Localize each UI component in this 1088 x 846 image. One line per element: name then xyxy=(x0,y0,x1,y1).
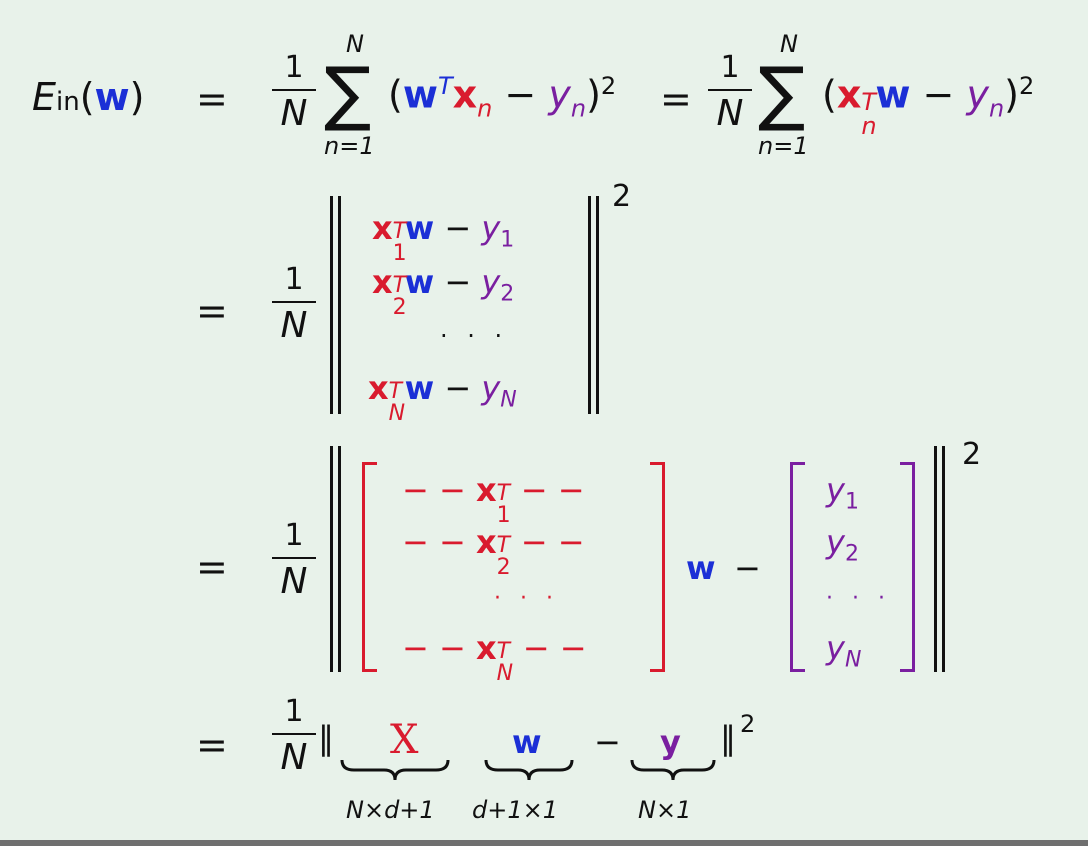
y-vector-entry-n: yN xyxy=(826,629,862,673)
y-vector-entry-2: y2 xyxy=(826,523,859,567)
norm3-bar-left-2 xyxy=(338,446,341,672)
y-vector-bracket-left xyxy=(790,462,805,672)
norm-bar-left-2 xyxy=(338,196,341,414)
norm-squared-4: 2 xyxy=(740,710,756,738)
sum-upper-limit: N xyxy=(346,30,364,58)
norm-close: ‖ xyxy=(720,719,736,757)
summation-symbol: ∑ xyxy=(324,52,372,134)
underbrace-w xyxy=(484,759,574,781)
y-vector-dots: · · · xyxy=(826,586,891,611)
equals-sign-3: = xyxy=(196,289,228,333)
sum-lower-limit-b: n=1 xyxy=(758,132,809,160)
norm-bar-right-2 xyxy=(596,196,599,414)
dim-label-X: N×d+1 xyxy=(346,796,435,824)
underbrace-y xyxy=(630,759,716,781)
norm3-bar-left-1 xyxy=(330,446,333,672)
minus-sign-4: − xyxy=(594,723,621,761)
bottom-border-bar xyxy=(0,840,1088,846)
lhs-ein-w: Ein(w) xyxy=(32,75,145,119)
y-vector-bracket-right xyxy=(900,462,915,672)
sum-upper-limit-b: N xyxy=(780,30,798,58)
y-vector-entry-1: y1 xyxy=(826,471,859,515)
dim-label-w: d+1×1 xyxy=(472,796,558,824)
residual-dots: · · · xyxy=(440,322,509,350)
dim-label-y: N×1 xyxy=(638,796,692,824)
norm-squared-2: 2 xyxy=(612,179,632,214)
norm-squared-3: 2 xyxy=(962,437,982,472)
equals-sign-5: = xyxy=(196,723,228,767)
norm-open: ‖ xyxy=(318,719,334,757)
minus-sign-3: − xyxy=(734,549,761,587)
equals-sign-1: = xyxy=(196,77,228,121)
target-vector-y: y xyxy=(660,723,681,761)
underbrace-X xyxy=(340,759,450,781)
norm3-bar-right-2 xyxy=(942,446,945,672)
norm3-bar-right-1 xyxy=(934,446,937,672)
equals-sign-4: = xyxy=(196,545,228,589)
sum-lower-limit: n=1 xyxy=(324,132,375,160)
squared-error-wtx: (wTxn − yn)2 xyxy=(388,72,617,123)
norm-bar-left-1 xyxy=(330,196,333,414)
weight-vector-w-final: w xyxy=(512,723,542,761)
summation-symbol-b: ∑ xyxy=(758,52,806,134)
norm-bar-right-1 xyxy=(588,196,591,414)
design-matrix-X: X xyxy=(390,717,419,763)
equals-sign-2: = xyxy=(660,77,692,121)
weight-vector-w: w xyxy=(686,549,716,587)
x-matrix-bracket-right xyxy=(650,462,665,672)
x-matrix-dots: · · · xyxy=(494,586,559,611)
x-matrix-bracket-left xyxy=(362,462,377,672)
